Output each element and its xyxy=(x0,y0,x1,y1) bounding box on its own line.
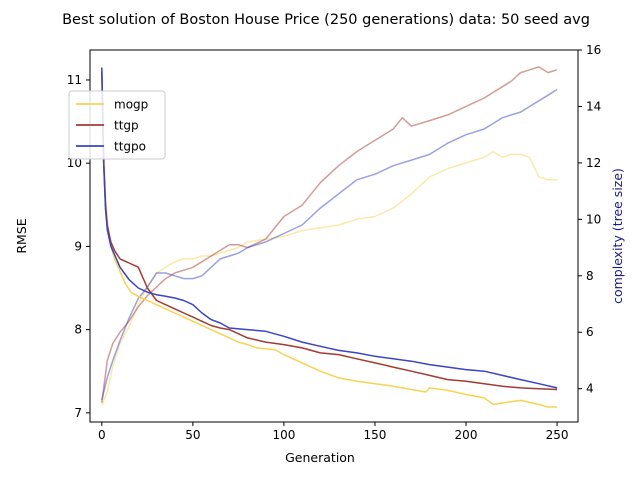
y-axis-right: 4 6 8 10 12 14 16 xyxy=(578,43,601,396)
x-tick-label: 0 xyxy=(98,428,106,442)
x-axis-label: Generation xyxy=(285,450,355,465)
x-tick-label: 50 xyxy=(185,428,200,442)
x-tick-label: 200 xyxy=(455,428,478,442)
series-line-ttgp-complexity xyxy=(101,66,558,403)
y-right-tick-label: 10 xyxy=(586,212,601,226)
y-right-tick-label: 6 xyxy=(586,325,594,339)
series-line-ttgp xyxy=(101,71,558,391)
y-right-tick-label: 4 xyxy=(586,382,594,396)
legend-label: ttgpo xyxy=(114,140,146,154)
plot-frame xyxy=(89,49,579,423)
y-tick-label: 7 xyxy=(74,406,82,420)
y-right-tick-label: 14 xyxy=(586,99,601,113)
legend-label: ttgp xyxy=(114,119,139,133)
legend-box xyxy=(68,90,166,160)
plot-lines xyxy=(101,66,558,408)
y-right-tick-label: 16 xyxy=(586,43,601,57)
x-tick-label: 150 xyxy=(364,428,387,442)
x-tick-label: 100 xyxy=(272,428,295,442)
x-axis: 0 50 100 150 200 250 xyxy=(98,422,569,442)
y-tick-label: 10 xyxy=(67,156,82,170)
y-tick-label: 11 xyxy=(67,73,82,87)
legend-label: mogp xyxy=(114,98,148,112)
y-right-tick-label: 12 xyxy=(586,156,601,170)
y-tick-label: 9 xyxy=(74,239,82,253)
x-tick-label: 250 xyxy=(546,428,569,442)
y-axis-label: RMSE xyxy=(14,218,29,253)
series-line-ttgpo-complexity xyxy=(101,88,558,401)
y-tick-label: 8 xyxy=(74,323,82,337)
series-line-mogp xyxy=(101,71,558,408)
y-axis-right-label: complexity (tree size) xyxy=(610,168,625,304)
y-right-tick-label: 8 xyxy=(586,269,594,283)
series-line-mogp-complexity xyxy=(101,150,558,406)
y-axis-left: 7 8 9 10 11 xyxy=(67,73,90,420)
legend: mogp ttgp ttgpo xyxy=(68,90,166,160)
series-line-ttgpo xyxy=(101,67,558,389)
chart-title: Best solution of Boston House Price (250… xyxy=(62,12,590,28)
